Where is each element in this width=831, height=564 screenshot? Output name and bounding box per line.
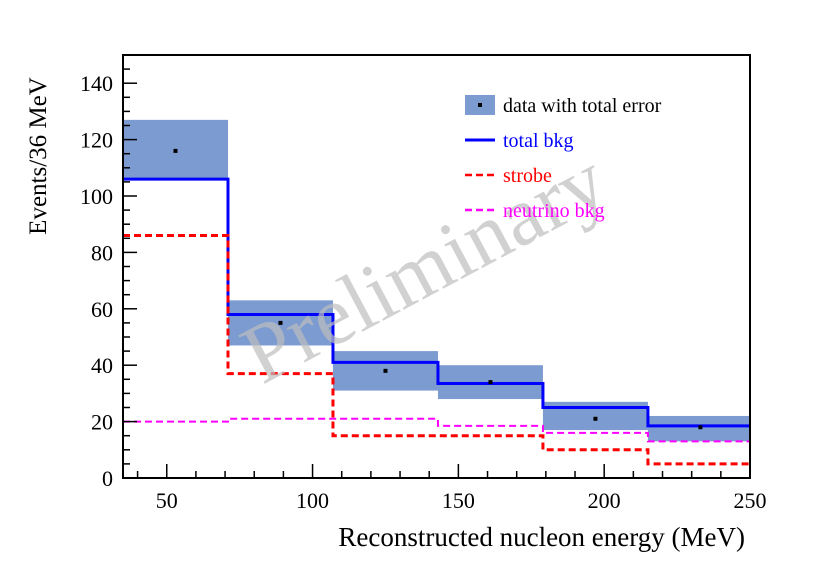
data-point-1 (173, 148, 178, 153)
legend-label-total-bkg: total bkg (503, 130, 574, 152)
total-bkg-line (123, 177, 750, 428)
legend-label-strobe: strobe (503, 165, 552, 187)
data-point-2 (278, 320, 283, 325)
data-point-5 (593, 416, 598, 421)
x-tick-label: 250 (734, 488, 767, 513)
data-points (173, 148, 703, 430)
x-tick-label: 100 (296, 488, 329, 513)
x-axis-label: Reconstructed nucleon energy (MeV) (338, 522, 745, 552)
legend: data with total error total bkg strobe neut… (465, 95, 662, 222)
y-axis: 0 20 40 60 80 100 120 140 (80, 54, 137, 491)
y-tick-label: 40 (91, 353, 113, 378)
legend-label-neutrino-bkg: neutrino bkg (503, 200, 605, 222)
strobe-line (123, 233, 750, 466)
legend-marker-data-with-total-error (478, 103, 482, 107)
x-tick-label: 200 (588, 488, 621, 513)
y-tick-label: 140 (80, 71, 113, 96)
y-tick-label: 120 (80, 128, 113, 153)
data-point-3 (383, 368, 388, 373)
y-tick-label: 0 (102, 466, 113, 491)
y-tick-label: 20 (91, 410, 113, 435)
x-tick-label: 150 (442, 488, 475, 513)
series-lines (123, 177, 750, 466)
x-tick-label: 50 (156, 488, 178, 513)
x-axis: 50 100 150 200 250 (136, 464, 767, 513)
y-axis-label: Events/36 MeV (25, 77, 52, 235)
y-tick-label: 100 (80, 184, 113, 209)
neutrino-bkg-line (123, 417, 750, 443)
data-point-4 (488, 380, 493, 385)
y-tick-label: 60 (91, 297, 113, 322)
legend-label-data-with-total-error: data with total error (503, 95, 662, 117)
data-point-6 (698, 425, 703, 430)
y-tick-label: 80 (91, 240, 113, 265)
